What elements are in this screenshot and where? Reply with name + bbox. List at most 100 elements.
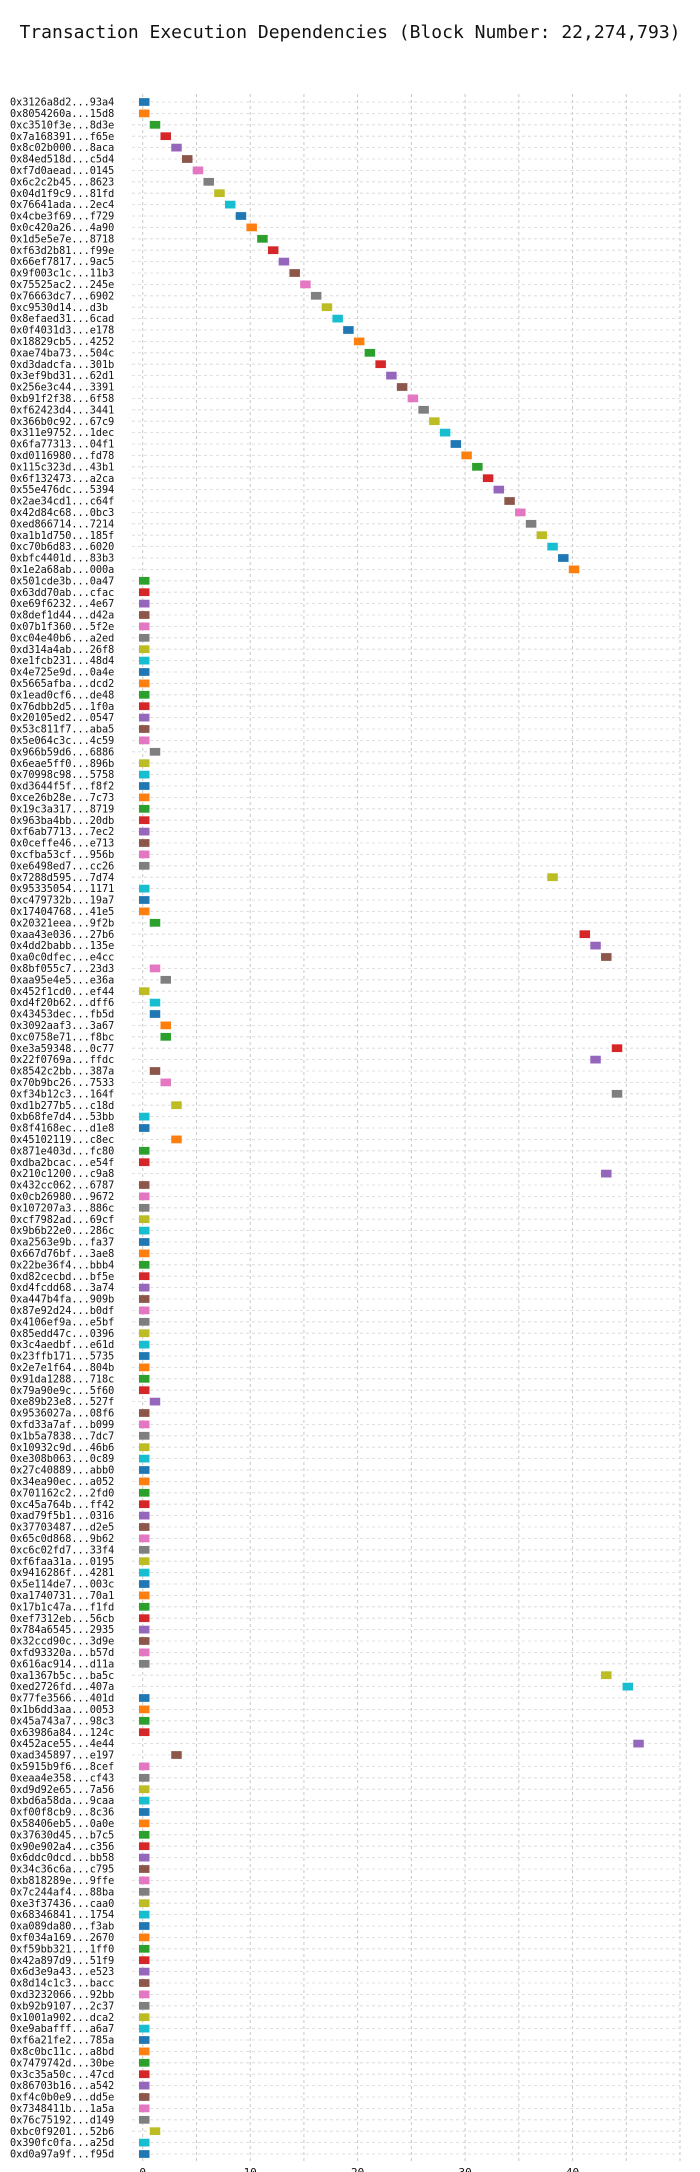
row-label: 0x07b1f360...5f2e [10,622,114,633]
transaction-bar [138,668,150,676]
transaction-bar [138,1842,150,1851]
row-label: 0xcfba53cf...956b [10,850,114,861]
row-label: 0xf6a21fe2...785a [10,2036,114,2047]
row-label: 0x8bf055c7...23d3 [10,964,114,975]
row-label: 0xa447b4fa...909b [10,1295,114,1306]
transaction-bar [138,987,150,996]
transaction-bar [461,451,472,460]
transaction-bar [138,861,150,870]
transaction-bar [171,1101,182,1110]
row-label: 0x6f132473...a2ca [10,474,114,485]
transaction-bar [579,930,591,939]
transaction-bar [160,1032,171,1041]
transaction-bar [138,1910,150,1919]
transaction-bar [353,337,365,346]
row-label: 0x76641ada...2ec4 [10,200,114,211]
transaction-bar [493,485,505,494]
transaction-bar [138,1637,150,1645]
row-label: 0x8c0bc11c...a8bd [10,2047,114,2058]
row-label: 0x7479742d...30be [10,2058,114,2069]
transaction-bar [138,1979,150,1987]
transaction-bar [203,177,214,186]
row-label: 0xfd93320a...b57d [10,1648,114,1659]
row-label: 0x17b1c47a...f1fd [10,1602,114,1613]
row-label: 0x9536027a...08f6 [10,1409,114,1420]
transaction-bar [171,143,182,152]
row-label: 0x8542c2bb...387a [10,1067,114,1078]
row-label: 0xe1fcb231...48d4 [10,656,114,667]
transaction-bar [138,1124,150,1132]
transaction-bar [138,1853,150,1862]
transaction-bar [235,212,247,220]
transaction-bar [138,1352,150,1360]
x-tick-label: 40 [566,2166,579,2172]
row-label: 0x8efaed31...6cad [10,314,114,325]
transaction-bar [149,998,161,1007]
row-label: 0xe3a59348...0c77 [10,1044,114,1055]
row-label: 0x18829cb5...4252 [10,337,114,348]
transaction-bar [138,725,150,733]
row-label: 0xf6faa31a...0195 [10,1557,114,1568]
transaction-bar [622,1682,634,1691]
transaction-bar [138,1488,150,1497]
transaction-bar [138,1454,150,1463]
row-label: 0x90e902a4...c356 [10,1842,114,1853]
row-label: 0x6eae5ff0...896b [10,759,114,770]
transaction-bar [138,1865,150,1873]
row-label: 0x9416286f...4281 [10,1568,114,1579]
transaction-bar [138,645,150,654]
transaction-bar [138,1944,150,1953]
transaction-bar [138,2093,150,2101]
transaction-bar [138,1990,150,1999]
row-label: 0xf62423d4...3441 [10,405,114,416]
transaction-bar [181,155,193,163]
row-label: 0x5e114de7...003c [10,1580,114,1591]
transaction-bar [138,1158,150,1167]
x-axis-ticks: 0 10 20 30 40 [139,2166,579,2172]
transaction-bar [439,428,451,437]
transaction-bar [138,109,150,118]
transaction-bar [138,907,150,916]
row-label: 0x85edd47c...0396 [10,1329,114,1340]
row-label: 0xd3232066...92bb [10,1990,114,2001]
row-label: 0x7288d595...7d74 [10,873,114,884]
row-label: 0x20321eea...9f2b [10,918,114,929]
row-labels: 0x3126a8d2...93a40x8054260a...15d80xc351… [10,98,114,2161]
transaction-bar [601,1671,612,1680]
transaction-bar [396,383,408,391]
transaction-bar [224,200,236,209]
transaction-bar [482,474,494,483]
row-label: 0xd3dadcfa...301b [10,360,114,371]
transaction-bar [601,1169,612,1178]
transaction-bar [138,1716,150,1725]
row-label: 0xa0c0dfec...e4cc [10,953,114,964]
transaction-bar [138,1226,150,1235]
transaction-bar [138,1614,150,1623]
transaction-bar [138,1922,150,1930]
row-label: 0x42d84c68...0bc3 [10,508,114,519]
transaction-bar [138,1192,150,1201]
transaction-bar [138,1112,150,1121]
transaction-bar [149,1010,161,1018]
transaction-bar [138,2036,150,2044]
row-label: 0xf6ab7713...7ec2 [10,827,114,838]
row-label: 0xfd33a7af...b099 [10,1420,114,1431]
transaction-bar [138,1260,150,1269]
transaction-bar [138,1283,150,1292]
transaction-bar [138,1523,150,1531]
row-label: 0xd4fcdd68...3a74 [10,1283,114,1294]
row-label: 0x256e3c44...3391 [10,383,114,394]
row-label: 0xad79f5b1...0316 [10,1511,114,1522]
transaction-bar [267,246,279,255]
transaction-bar [171,1751,182,1759]
row-label: 0x04d1f9c9...81fd [10,189,114,200]
row-label: 0x210c1200...c9a8 [10,1169,114,1180]
transaction-bar [138,1203,150,1212]
transaction-bar [515,508,526,517]
transaction-bar [504,497,515,505]
row-label: 0xce26b28e...7c73 [10,793,114,804]
transaction-bar [149,120,161,129]
x-tick-label: 10 [244,2166,257,2172]
grid-lines [132,94,681,2162]
row-label: 0xa1740731...70a1 [10,1591,114,1602]
